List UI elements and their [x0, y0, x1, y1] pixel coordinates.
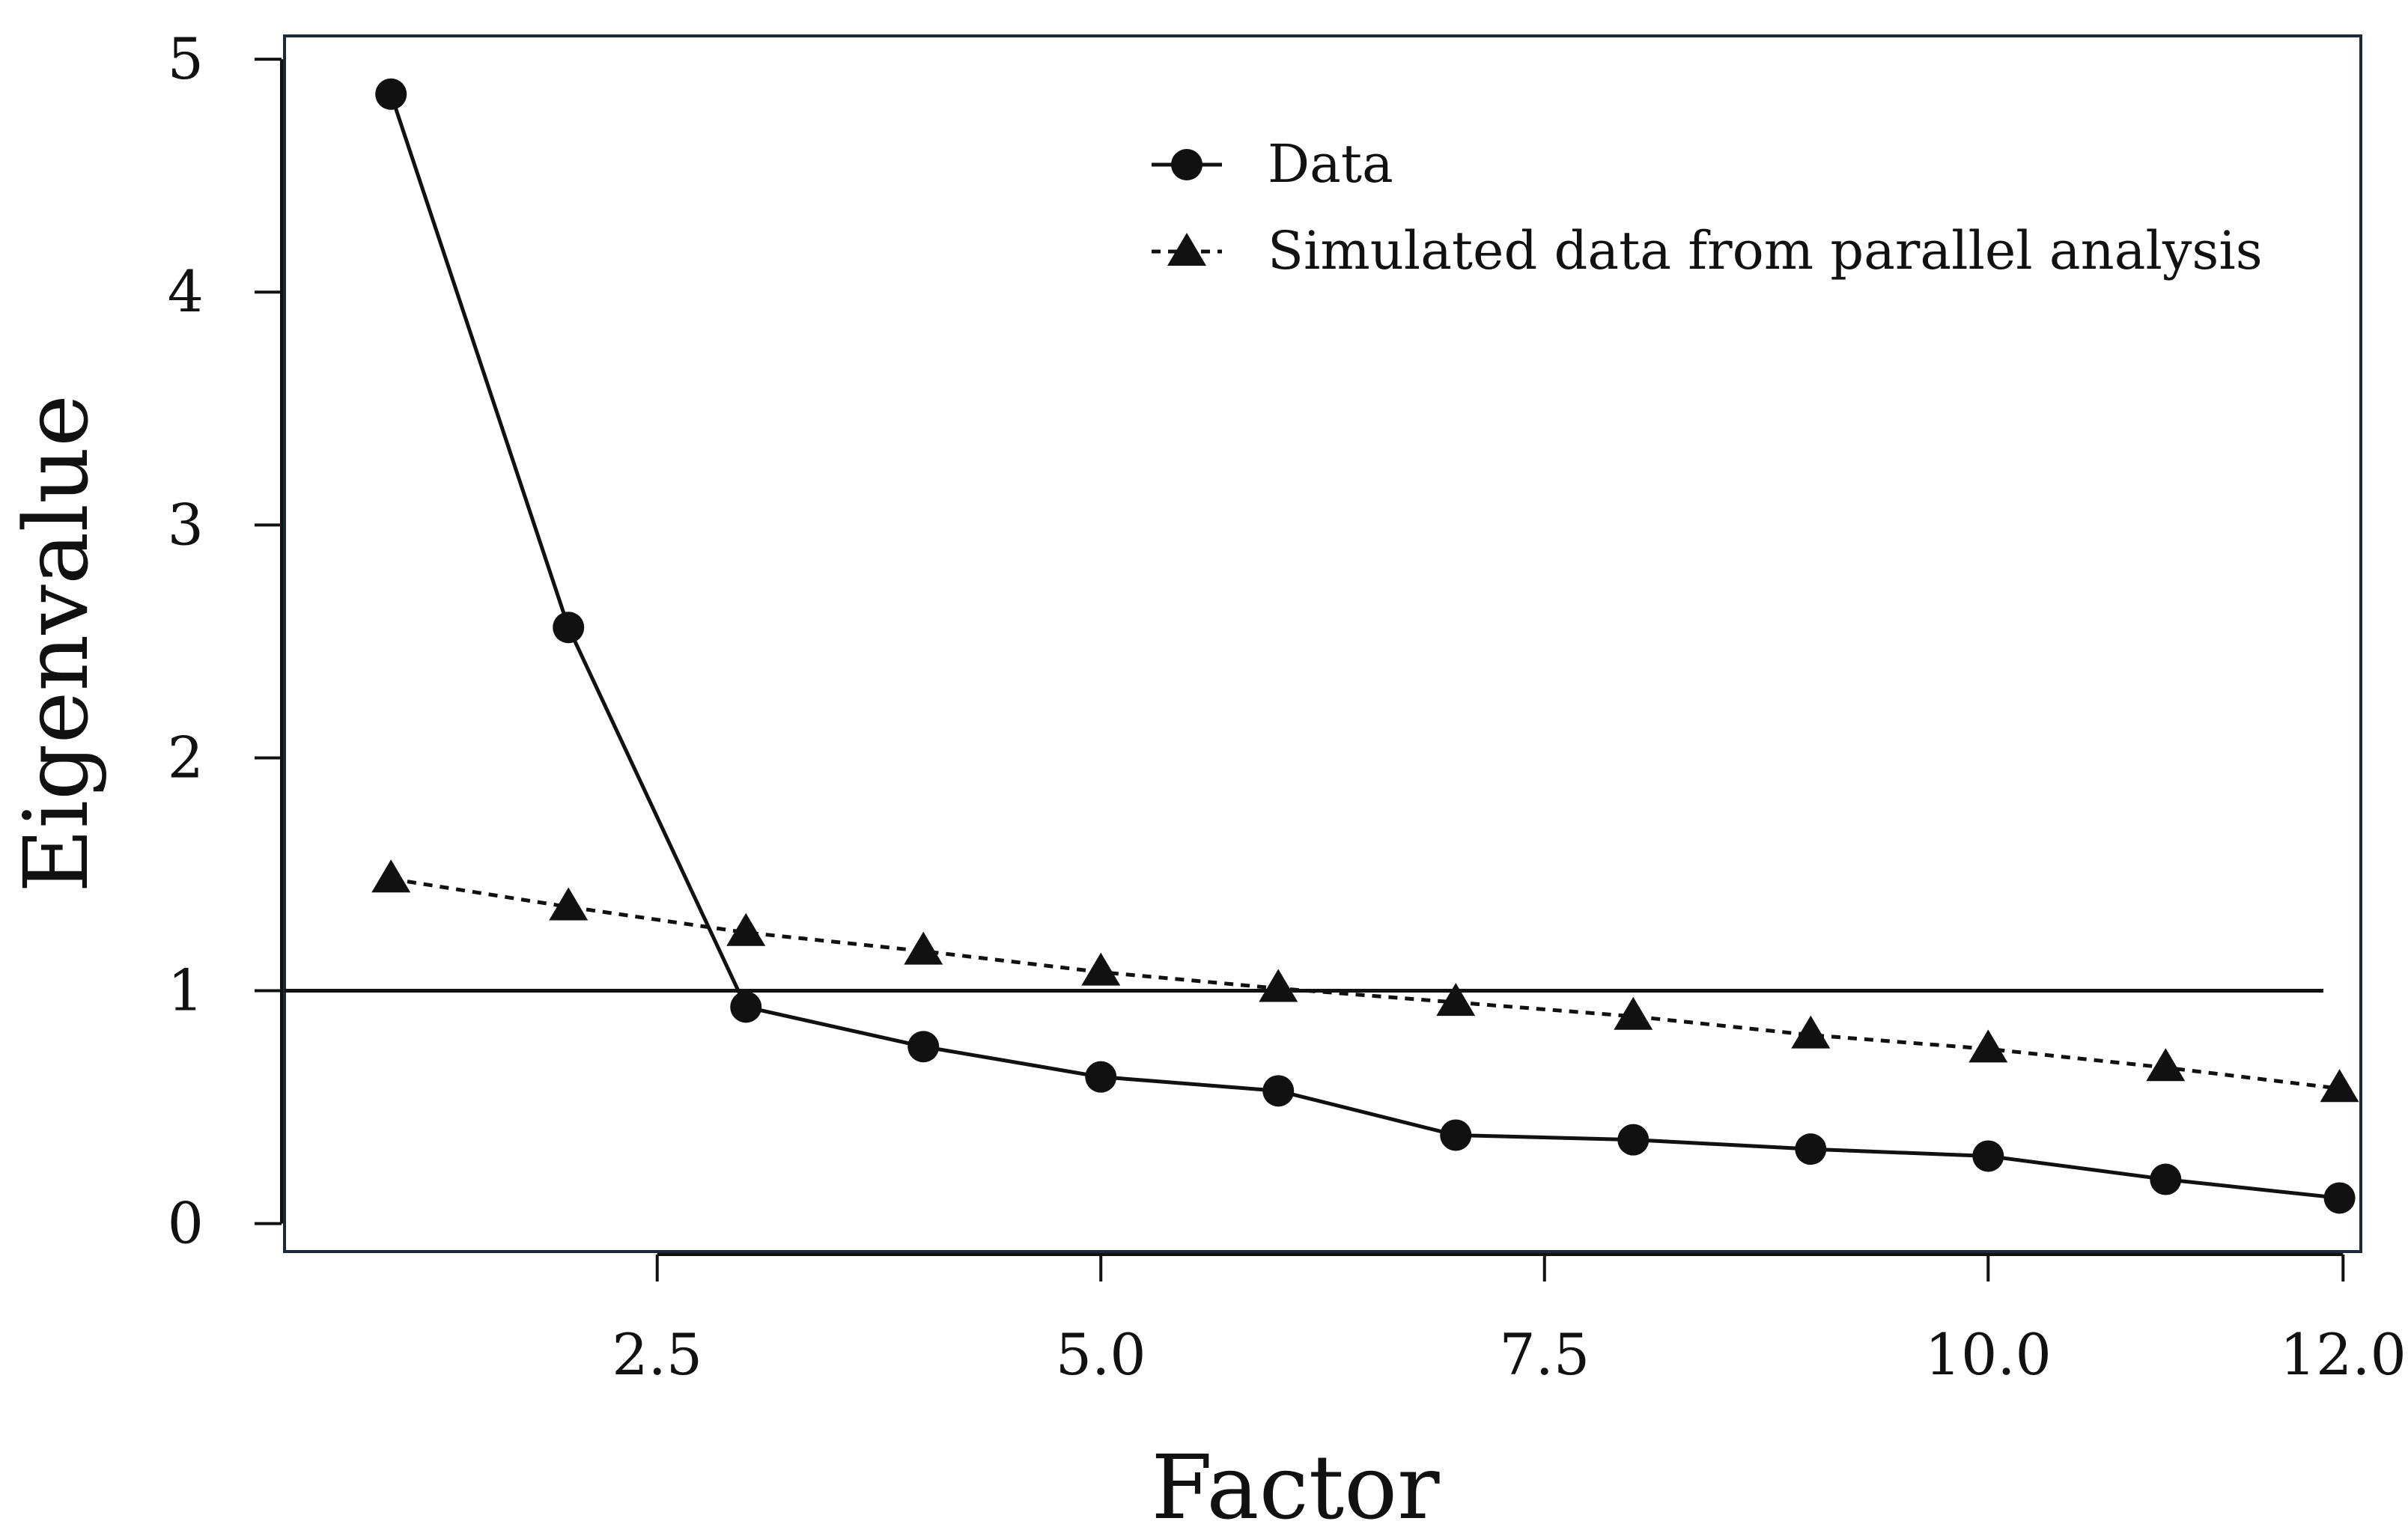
y-axis: 0 1 2 3 4 5 [168, 25, 283, 1257]
simulated-point [2320, 1069, 2359, 1103]
data-point [2150, 1163, 2182, 1195]
data-point [1972, 1140, 2004, 1172]
x-tick-label: 7.5 [1499, 1321, 1590, 1388]
data-point [1440, 1119, 1472, 1151]
y-tick-label: 5 [168, 25, 204, 92]
y-tick-label: 2 [168, 724, 204, 790]
x-tick-label: 10.0 [1925, 1321, 2052, 1388]
simulated-point [726, 912, 766, 946]
data-point [2323, 1182, 2356, 1214]
data-point [553, 612, 585, 644]
y-tick-label: 4 [168, 258, 204, 325]
data-point [907, 1031, 940, 1063]
simulated-point [1081, 952, 1121, 986]
x-axis: 2.5 5.0 7.5 10.0 12.0 [612, 1253, 2407, 1388]
y-tick-label: 3 [168, 491, 204, 558]
simulated-point [549, 887, 589, 921]
legend-label-data: Data [1268, 133, 1393, 195]
series-layer [371, 78, 2359, 1214]
x-axis-title: Factor [1151, 1436, 1440, 1536]
legend-marker-data [1171, 149, 1203, 180]
data-point [730, 991, 762, 1023]
simulated-point [1968, 1029, 2008, 1063]
y-tick-label: 0 [168, 1190, 204, 1257]
simulated-series-line [390, 877, 2340, 1091]
simulated-point [904, 931, 943, 965]
data-point [1795, 1133, 1827, 1165]
simulated-point [371, 859, 411, 893]
data-point [1617, 1124, 1650, 1156]
plot-frame [283, 34, 2362, 1253]
simulated-point [1791, 1015, 1831, 1049]
y-tick-label: 1 [168, 957, 204, 1024]
legend-label-simulated: Simulated data from parallel analysis [1268, 220, 2263, 281]
data-series-line [389, 93, 2340, 1200]
simulated-point [1259, 969, 1298, 1002]
legend-marker-simulated [1167, 233, 1206, 266]
data-point [375, 78, 407, 110]
x-tick-label: 12.0 [2280, 1321, 2407, 1388]
y-axis-title: Eigenvalue [4, 394, 108, 893]
data-point [1085, 1061, 1117, 1093]
x-tick-label: 5.0 [1056, 1321, 1146, 1388]
simulated-point [1436, 983, 1476, 1017]
x-tick-label: 2.5 [612, 1321, 702, 1388]
simulated-point [2146, 1048, 2186, 1082]
data-point [1262, 1075, 1295, 1107]
simulated-point [1614, 996, 1653, 1030]
legend: Data Simulated data from parallel analys… [1152, 133, 2263, 281]
